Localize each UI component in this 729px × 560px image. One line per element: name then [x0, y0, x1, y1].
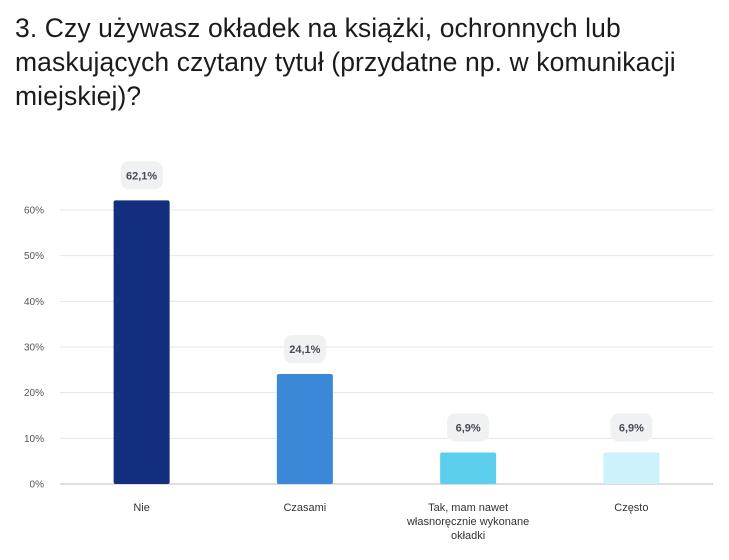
y-tick-label: 50%: [24, 251, 44, 262]
bar: [440, 452, 497, 484]
value-label: 6,9%: [456, 422, 481, 434]
value-pill: [447, 413, 490, 442]
category-label: Często: [614, 502, 648, 514]
x-axis: Nie Czasami Tak, mam nawet własnoręcznie wy…: [133, 502, 648, 542]
bar: [276, 373, 333, 484]
bar: [113, 200, 170, 484]
value-label: 62,1%: [126, 170, 157, 182]
y-tick-label: 30%: [24, 343, 44, 354]
value-pill: [283, 334, 326, 363]
y-tick-label: 20%: [24, 388, 44, 399]
category-label: Nie: [133, 502, 150, 514]
bars: [113, 200, 660, 484]
question-title: 3. Czy używasz okładek na książki, ochro…: [15, 13, 676, 111]
value-labels: 62,1% 24,1% 6,9% 6,9%: [120, 161, 653, 442]
category-label: Tak, mam nawet własnoręcznie wykonane okła…: [406, 502, 529, 542]
value-pill: [120, 161, 163, 190]
value-label: 24,1%: [289, 344, 320, 356]
y-tick-label: 0%: [30, 480, 45, 491]
y-axis: 0% 10% 20% 30% 40% 50% 60%: [24, 206, 44, 491]
value-label: 6,9%: [619, 422, 644, 434]
y-tick-label: 60%: [24, 206, 44, 217]
bar: [603, 452, 660, 484]
value-pill: [610, 413, 653, 442]
y-tick-label: 40%: [24, 297, 44, 308]
y-tick-label: 10%: [24, 434, 44, 445]
category-label: Czasami: [283, 502, 326, 514]
